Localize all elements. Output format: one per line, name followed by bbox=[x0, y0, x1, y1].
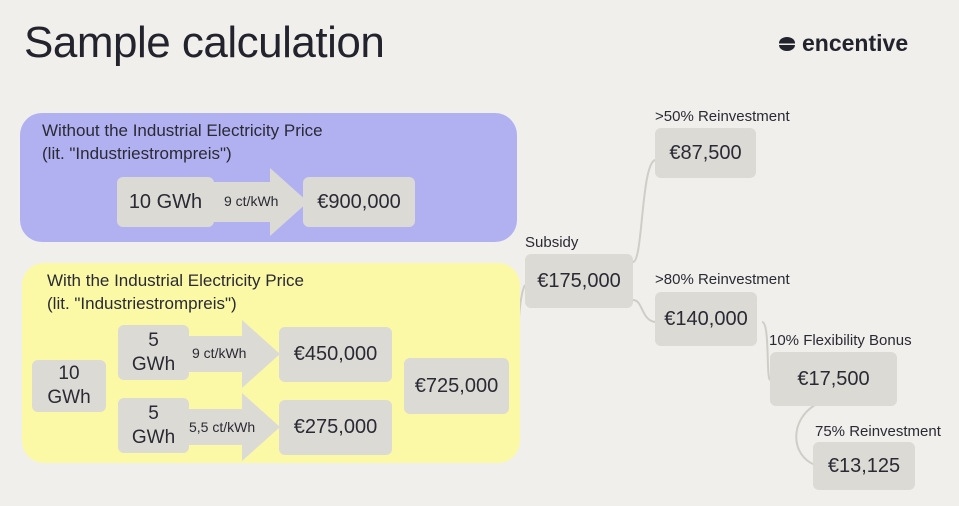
flex-bonus-label: 10% Flexibility Bonus bbox=[769, 332, 912, 349]
with-heading: With the Industrial Electricity Price bbox=[47, 271, 304, 290]
reinvest75-box: €13,125 bbox=[813, 442, 915, 490]
split-b-cost-box: €275,000 bbox=[279, 400, 392, 455]
without-volume-box: 10 GWh bbox=[117, 177, 214, 227]
rate-arrow-icon bbox=[212, 168, 308, 236]
with-total-cost-box: €725,000 bbox=[404, 358, 509, 414]
rate-arrow-icon bbox=[184, 393, 280, 461]
reinvest80-label: >80% Reinvestment bbox=[655, 271, 790, 288]
reinvest50-label: >50% Reinvestment bbox=[655, 108, 790, 125]
subsidy-label: Subsidy bbox=[525, 234, 579, 251]
with-total-volume-unit: GWh bbox=[47, 387, 91, 408]
split-b-volume-box: 5 GWh bbox=[118, 398, 189, 453]
split-a-volume-number: 5 bbox=[148, 329, 159, 351]
without-cost-box: €900,000 bbox=[303, 177, 415, 227]
reinvest75-label: 75% Reinvestment bbox=[815, 423, 941, 440]
split-b-volume-number: 5 bbox=[148, 402, 159, 424]
rate-arrow-icon bbox=[184, 320, 280, 388]
brand-name: encentive bbox=[802, 30, 909, 56]
split-a-rate: 9 ct/kWh bbox=[192, 345, 247, 361]
split-b-volume-unit: GWh bbox=[131, 426, 176, 448]
split-a-volume-box: 5 GWh bbox=[118, 325, 189, 380]
with-subheading: (lit. "Industriestrompreis") bbox=[47, 294, 237, 313]
brand-logo: encentive bbox=[778, 30, 908, 57]
split-a-volume-unit: GWh bbox=[131, 353, 176, 375]
without-heading: Without the Industrial Electricity Price bbox=[42, 121, 323, 140]
with-total-volume-number: 10 bbox=[58, 363, 80, 384]
reinvest50-box: €87,500 bbox=[655, 128, 756, 178]
without-rate: 9 ct/kWh bbox=[224, 193, 279, 209]
with-total-volume-box: 10 GWh bbox=[32, 360, 106, 412]
reinvest80-box: €140,000 bbox=[655, 292, 757, 346]
split-a-cost-box: €450,000 bbox=[279, 327, 392, 382]
subsidy-box: €175,000 bbox=[525, 254, 633, 308]
without-subheading: (lit. "Industriestrompreis") bbox=[42, 144, 232, 163]
encentive-logo-icon bbox=[778, 30, 796, 57]
flex-bonus-box: €17,500 bbox=[770, 352, 897, 406]
page-title: Sample calculation bbox=[24, 18, 385, 67]
split-b-rate: 5,5 ct/kWh bbox=[189, 419, 256, 435]
